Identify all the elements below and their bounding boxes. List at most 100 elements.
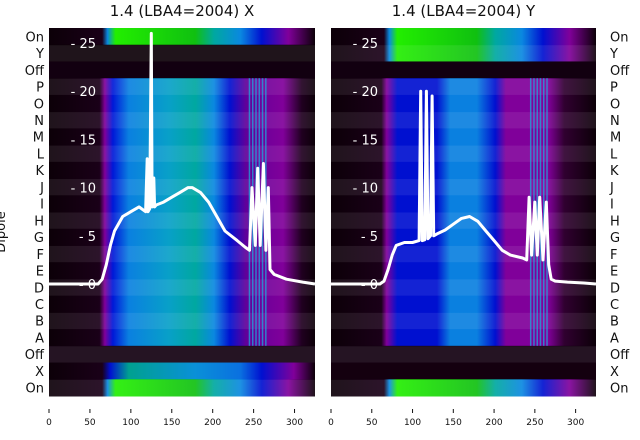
rfi-stripe <box>536 78 538 346</box>
row-label: J <box>609 181 614 196</box>
heatmap-row <box>49 379 315 397</box>
heatmap-row <box>49 295 315 313</box>
overlay-y-tick: - 25 <box>353 37 378 52</box>
heatmap-row <box>331 345 596 364</box>
heatmap-row <box>49 111 315 129</box>
heatmap-row <box>331 128 596 146</box>
heatmap-row <box>49 128 315 146</box>
row-label: K <box>610 164 619 179</box>
heatmap-row <box>331 362 596 380</box>
x-tick-label: 100 <box>404 418 421 428</box>
heatmap-row <box>331 28 596 46</box>
heatmap-row <box>49 262 315 280</box>
heatmap-row <box>331 295 596 313</box>
row-label: D <box>610 281 620 296</box>
x-tick-label: 250 <box>245 418 262 428</box>
heatmap-row <box>331 61 596 79</box>
row-label: H <box>34 214 44 229</box>
y-axis-label: Dipole <box>0 211 9 252</box>
overlay-y-tick: - 15 <box>353 133 378 148</box>
overlay-line <box>331 89 597 286</box>
panel-title: 1.4 (LBA4=2004) Y <box>392 2 536 20</box>
row-label: X <box>35 365 44 380</box>
row-label: C <box>35 298 44 313</box>
x-tick-label: 300 <box>567 418 584 428</box>
row-label: B <box>35 315 44 330</box>
row-label: G <box>34 231 44 246</box>
heatmap-row <box>331 94 596 113</box>
overlay-y-tick: - 15 <box>71 133 96 148</box>
row-label: On <box>610 382 628 397</box>
heatmap-row <box>49 94 315 113</box>
x-tick-label: 50 <box>366 418 378 428</box>
row-label: Off <box>25 348 45 363</box>
heatmap-row <box>331 195 596 213</box>
x-tick-label: 200 <box>485 418 502 428</box>
heatmap-row <box>331 44 596 62</box>
heatmap-row <box>331 145 596 163</box>
row-label: D <box>34 281 44 296</box>
heatmap-row <box>49 78 315 96</box>
row-label: Off <box>25 64 45 79</box>
heatmap-row <box>49 312 315 330</box>
x-tick-label: 150 <box>445 418 462 428</box>
heatmap-row <box>331 111 596 129</box>
overlay-y-tick: - 10 <box>353 182 378 197</box>
overlay-line <box>49 31 316 286</box>
overlay-y-tick: - 25 <box>71 37 96 52</box>
row-label: O <box>610 97 620 112</box>
heatmap-row <box>49 44 315 62</box>
row-label: E <box>36 265 44 280</box>
x-tick-label: 0 <box>328 418 334 428</box>
row-label: E <box>610 265 618 280</box>
row-label: F <box>37 248 44 263</box>
overlay-y-tick: - 5 <box>361 230 378 245</box>
heatmap-row <box>331 78 596 96</box>
x-tick-label: 300 <box>286 418 303 428</box>
row-label: C <box>610 298 619 313</box>
row-label: N <box>610 114 620 129</box>
heatmap-row <box>331 329 596 347</box>
x-tick-label: 250 <box>526 418 543 428</box>
row-label: L <box>37 147 45 162</box>
x-tick-label: 150 <box>163 418 180 428</box>
heatmap-row <box>331 262 596 280</box>
overlay-y-tick: - 5 <box>79 230 96 245</box>
x-tick-label: 0 <box>46 418 52 428</box>
x-tick-label: 50 <box>84 418 96 428</box>
row-label: M <box>610 131 621 146</box>
row-label: L <box>610 147 618 162</box>
heatmap-row <box>49 161 315 180</box>
heatmap-row <box>49 345 315 364</box>
row-label: G <box>610 231 620 246</box>
heatmap-row <box>49 362 315 380</box>
heatmap-row <box>331 312 596 330</box>
row-label: A <box>35 331 44 346</box>
row-label: On <box>26 30 44 45</box>
overlay-y-tick: - 20 <box>71 85 96 100</box>
row-label: On <box>610 30 628 45</box>
row-label: On <box>26 382 44 397</box>
row-label: Y <box>35 47 44 62</box>
row-label: O <box>34 97 44 112</box>
row-label: P <box>36 81 44 96</box>
heatmap-row <box>49 178 315 196</box>
row-label: F <box>610 248 617 263</box>
heatmap-row <box>49 212 315 230</box>
panel-x: 1.4 (LBA4=2004) XOnYOffPONMLKJIHGFEDCBAO… <box>0 2 316 428</box>
heatmap-row <box>49 61 315 79</box>
row-label: M <box>33 131 44 146</box>
heatmap-row <box>331 178 596 196</box>
heatmap-row <box>49 329 315 347</box>
row-label: I <box>40 198 44 213</box>
heatmap-row <box>49 195 315 213</box>
row-label: H <box>610 214 620 229</box>
panel-y: 1.4 (LBA4=2004) YOnYOffPONMLKJIHGFEDCBAO… <box>328 2 630 428</box>
heatmap-row <box>331 212 596 230</box>
row-label: I <box>610 198 614 213</box>
heatmap-row <box>49 245 315 263</box>
row-label: P <box>610 81 618 96</box>
heatmap-row <box>331 278 596 297</box>
x-tick-label: 200 <box>204 418 221 428</box>
